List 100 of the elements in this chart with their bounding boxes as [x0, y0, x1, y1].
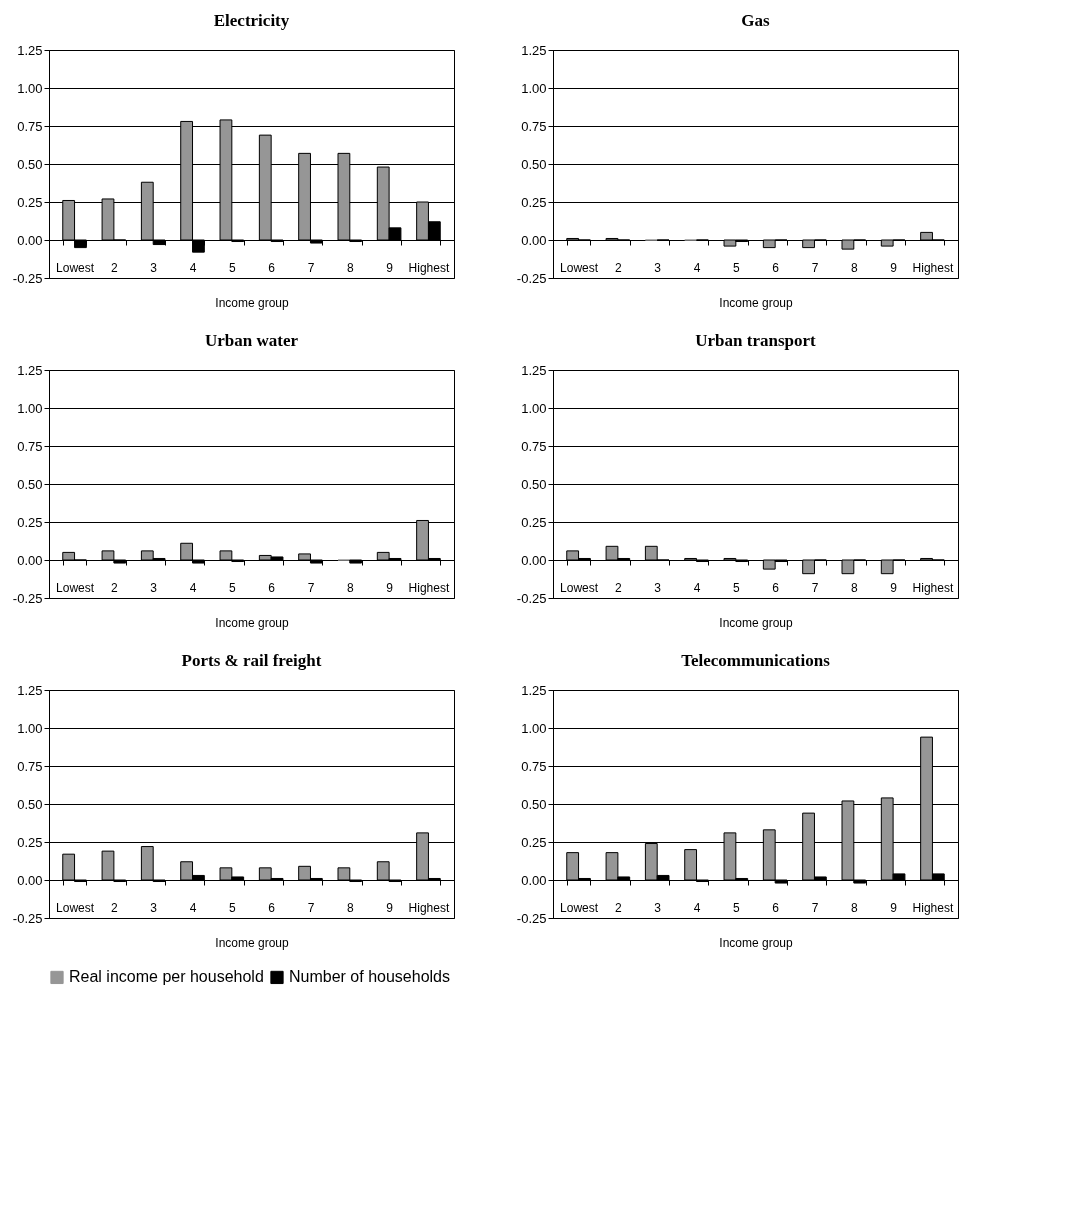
x-tick-label: 9: [890, 580, 898, 595]
x-tick-label: 6: [772, 900, 780, 915]
x-tick-label: Lowest: [56, 260, 95, 275]
x-tick-label: 5: [229, 580, 236, 595]
legend-label: Number of households: [289, 968, 450, 986]
y-tick-label: 0.75: [17, 438, 43, 454]
y-tick-label: 1.25: [17, 362, 43, 378]
x-tick-label: 5: [733, 260, 740, 275]
y-tick-label: 1.00: [17, 400, 43, 416]
y-tick-label: 0.25: [17, 194, 43, 210]
y-tick-label: 0.00: [521, 872, 547, 888]
x-tick-label: 8: [346, 900, 354, 915]
x-tick-label: Lowest: [56, 580, 95, 595]
x-tick-label: 7: [307, 900, 315, 915]
x-tick-label: 7: [811, 900, 819, 915]
y-tick-label: 0.25: [17, 514, 43, 530]
y-tick-label: 1.25: [521, 42, 547, 58]
y-tick-label: 0.50: [17, 156, 43, 172]
x-tick-label: Lowest: [560, 900, 599, 915]
y-tick-label: -0.25: [516, 590, 547, 606]
y-tick-label: 0.50: [17, 796, 43, 812]
x-axis-title: Income group: [719, 615, 794, 630]
x-tick-label: 7: [307, 580, 315, 595]
y-tick-label: 0.00: [521, 552, 547, 568]
legend-label: Real income per household: [69, 968, 264, 986]
x-axis-title: Income group: [215, 615, 290, 630]
x-tick-label: 5: [229, 900, 236, 915]
x-tick-label: 7: [811, 580, 819, 595]
y-tick-label: 0.25: [17, 834, 43, 850]
x-tick-label: Lowest: [56, 900, 95, 915]
chart-title: Electricity: [213, 11, 290, 30]
y-tick-label: 0.50: [521, 796, 547, 812]
x-tick-label: 6: [268, 900, 276, 915]
x-tick-label: Highest: [912, 260, 954, 275]
x-tick-label: Highest: [408, 900, 450, 915]
y-tick-label: 1.00: [17, 720, 43, 736]
y-tick-label: 1.25: [521, 362, 547, 378]
x-tick-label: 5: [733, 580, 740, 595]
y-tick-label: 0.75: [521, 118, 547, 134]
x-tick-label: 9: [890, 900, 898, 915]
y-tick-label: 0.75: [17, 118, 43, 134]
y-tick-label: 1.00: [521, 400, 547, 416]
x-tick-label: 6: [772, 260, 780, 275]
x-tick-label: 9: [386, 900, 394, 915]
x-tick-label: 4: [693, 580, 701, 595]
x-tick-label: 8: [346, 580, 354, 595]
y-tick-label: -0.25: [12, 590, 43, 606]
x-tick-label: 2: [615, 900, 623, 915]
chart-title: Telecommunications: [681, 651, 831, 670]
y-tick-label: -0.25: [516, 910, 547, 926]
x-tick-label: 2: [615, 260, 623, 275]
y-tick-label: 0.00: [521, 232, 547, 248]
x-tick-label: 8: [850, 580, 858, 595]
chart-title: Urban transport: [695, 331, 817, 350]
x-tick-label: 3: [654, 580, 662, 595]
chart-title: Ports & rail freight: [181, 651, 322, 670]
x-tick-label: 2: [111, 580, 119, 595]
y-tick-label: 1.25: [17, 42, 43, 58]
x-tick-label: 6: [772, 580, 780, 595]
x-tick-label: 9: [890, 260, 898, 275]
x-tick-label: 4: [693, 900, 701, 915]
chart-title: Gas: [741, 11, 771, 30]
x-axis-title: Income group: [215, 935, 290, 950]
y-tick-label: 1.00: [521, 80, 547, 96]
x-tick-label: 5: [229, 260, 236, 275]
x-tick-label: 2: [111, 260, 119, 275]
x-tick-label: 9: [386, 580, 394, 595]
y-tick-label: 0.50: [17, 476, 43, 492]
x-tick-label: 4: [693, 260, 701, 275]
x-tick-label: Lowest: [560, 260, 599, 275]
bar: [349, 559, 363, 564]
y-tick-label: -0.25: [516, 270, 547, 286]
y-tick-label: 0.75: [521, 438, 547, 454]
y-tick-label: 1.00: [521, 720, 547, 736]
x-tick-label: 4: [189, 260, 197, 275]
y-tick-label: 0.25: [521, 514, 547, 530]
x-axis-title: Income group: [719, 295, 794, 310]
x-tick-label: 5: [733, 900, 740, 915]
x-tick-label: 2: [111, 900, 119, 915]
x-tick-label: 6: [268, 580, 276, 595]
y-tick-label: 1.00: [17, 80, 43, 96]
x-tick-label: Highest: [912, 580, 954, 595]
x-tick-label: Highest: [408, 580, 450, 595]
x-tick-label: 3: [654, 260, 662, 275]
x-tick-label: 6: [268, 260, 276, 275]
x-tick-label: 7: [811, 260, 819, 275]
y-tick-label: 1.25: [17, 682, 43, 698]
y-tick-label: -0.25: [12, 270, 43, 286]
y-tick-label: 0.50: [521, 476, 547, 492]
y-tick-label: 0.50: [521, 156, 547, 172]
x-tick-label: Lowest: [560, 580, 599, 595]
x-tick-label: Highest: [912, 900, 954, 915]
x-tick-label: 7: [307, 260, 315, 275]
y-tick-label: -0.25: [12, 910, 43, 926]
y-tick-label: 0.25: [521, 834, 547, 850]
x-tick-label: Highest: [408, 260, 450, 275]
y-tick-label: 0.25: [521, 194, 547, 210]
x-axis-title: Income group: [215, 295, 290, 310]
x-tick-label: 3: [150, 580, 158, 595]
y-tick-label: 0.00: [17, 872, 43, 888]
